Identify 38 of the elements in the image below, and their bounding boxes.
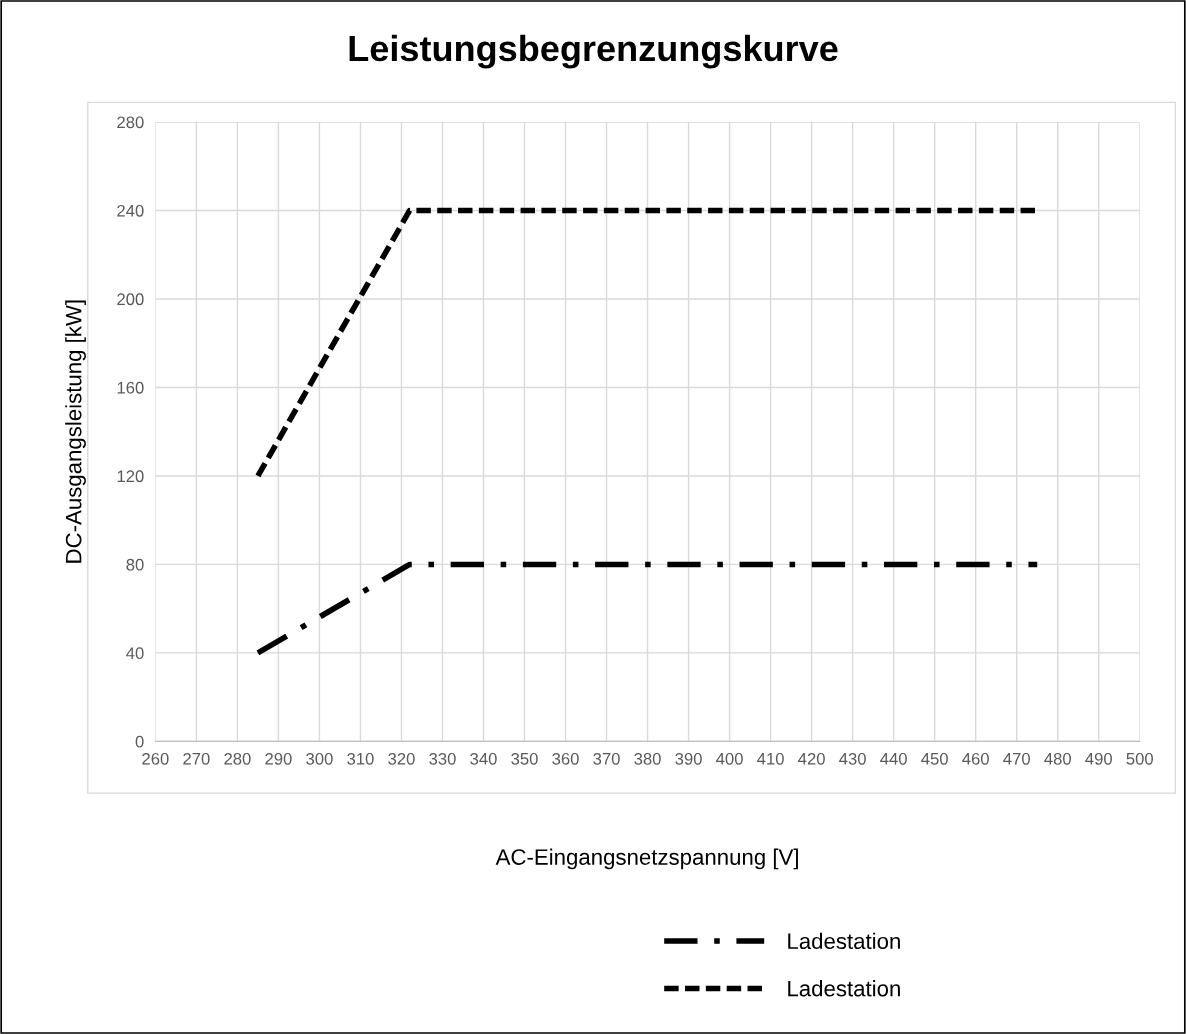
y-tick-label: 280 — [117, 116, 144, 129]
x-tick-label: 380 — [634, 752, 661, 765]
x-tick-label: 500 — [1126, 752, 1153, 765]
x-tick-label: 310 — [347, 752, 374, 765]
x-tick-label: 360 — [552, 752, 579, 765]
x-tick-label: 400 — [716, 752, 743, 765]
x-tick-label: 260 — [142, 752, 169, 765]
y-tick-label: 240 — [117, 204, 144, 217]
x-tick-label: 490 — [1085, 752, 1112, 765]
y-tick-label: 160 — [117, 381, 144, 394]
x-tick-label: 370 — [593, 752, 620, 765]
x-tick-label: 280 — [224, 752, 251, 765]
y-tick-label: 0 — [135, 735, 144, 748]
x-tick-label: 320 — [388, 752, 415, 765]
x-tick-label: 470 — [1003, 752, 1030, 765]
x-tick-label: 300 — [306, 752, 333, 765]
y-tick-label: 40 — [126, 647, 144, 660]
legend-label: Ladestation — [788, 932, 900, 950]
y-tick-label: 80 — [126, 558, 144, 571]
x-tick-label: 340 — [470, 752, 497, 765]
x-tick-label: 270 — [183, 752, 210, 765]
x-tick-label: 330 — [429, 752, 456, 765]
x-tick-label: 410 — [757, 752, 784, 765]
legend-label: Ladestation — [788, 980, 900, 997]
x-tick-label: 390 — [675, 752, 702, 765]
y-tick-label: 200 — [117, 293, 144, 306]
y-axis-title: DC-Ausgangsleistung [kW] — [65, 300, 86, 563]
chart-title: Leistungsbegrenzungskurve — [349, 34, 838, 69]
x-axis-title: AC-Eingangsnetzspannung [V] — [495, 848, 798, 870]
x-tick-label: 350 — [511, 752, 538, 765]
x-tick-label: 480 — [1044, 752, 1071, 765]
x-tick-label: 460 — [962, 752, 989, 765]
y-tick-label: 120 — [117, 470, 144, 483]
x-tick-label: 450 — [921, 752, 948, 765]
x-tick-label: 420 — [798, 752, 825, 765]
x-tick-label: 430 — [839, 752, 866, 765]
x-tick-label: 290 — [265, 752, 292, 765]
x-tick-label: 440 — [880, 752, 907, 765]
